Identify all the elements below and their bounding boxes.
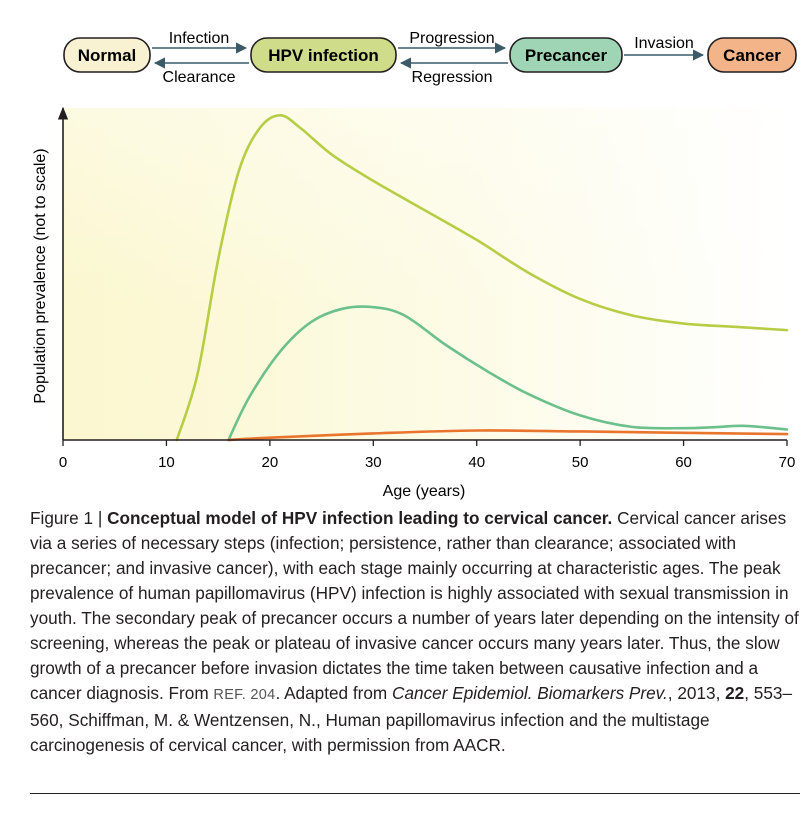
node-cancer: Cancer	[707, 37, 797, 73]
series-precancer-line	[227, 305, 789, 442]
x-tick-label: 40	[468, 454, 485, 471]
plot-background-fade	[63, 108, 787, 440]
invasion-label: Invasion	[634, 35, 694, 52]
chart: 0 10 20 30 40 50 60 70 Age (years) Population p…	[32, 106, 796, 500]
x-tick-label: 0	[59, 454, 67, 471]
node-precancer-label: Precancer	[525, 46, 608, 65]
x-axis-label: Age (years)	[383, 483, 466, 500]
x-tick-label: 70	[779, 454, 796, 471]
flow-diagram: Normal HPV infection Precancer Cancer In…	[63, 30, 797, 86]
x-tick-label: 20	[262, 454, 279, 471]
x-tick-label: 30	[365, 454, 382, 471]
series-cancer-line	[227, 429, 789, 442]
figure-title: Conceptual model of HPV infection leadin…	[107, 508, 613, 528]
figure-caption: Figure 1 | Conceptual model of HPV infec…	[30, 506, 800, 758]
reference-link[interactable]: REF. 204	[213, 687, 276, 703]
series-layer	[175, 113, 789, 442]
node-precancer: Precancer	[509, 37, 623, 73]
x-tick-label: 50	[572, 454, 589, 471]
node-normal-label: Normal	[78, 46, 137, 65]
caption-rest: , 553–560, Schiffman, M. & Wentzensen, N…	[30, 683, 793, 755]
progression-label: Progression	[409, 30, 494, 47]
node-normal: Normal	[63, 37, 151, 73]
bottom-rule	[30, 793, 800, 794]
x-tick-label: 10	[158, 454, 175, 471]
y-axis-label: Population prevalence (not to scale)	[32, 148, 49, 403]
infection-label: Infection	[169, 30, 229, 47]
x-ticks: 0 10 20 30 40 50 60 70	[59, 440, 796, 471]
caption-body: Cervical cancer arises via a series of n…	[30, 508, 799, 703]
node-hpv-infection-label: HPV infection	[268, 46, 379, 65]
node-cancer-label: Cancer	[723, 46, 781, 65]
series-hpv-infection-line	[175, 113, 789, 442]
node-hpv-infection: HPV infection	[250, 37, 397, 73]
figure-number: Figure 1 |	[30, 508, 103, 528]
caption-year: , 2013,	[667, 683, 721, 703]
regression-label: Regression	[412, 69, 493, 86]
clearance-label: Clearance	[163, 69, 236, 86]
caption-volume: 22	[725, 683, 745, 703]
caption-journal: Cancer Epidemiol. Biomarkers Prev.	[392, 683, 668, 703]
caption-adapted: . Adapted from	[275, 683, 388, 703]
x-tick-label: 60	[675, 454, 692, 471]
figure-1: Normal HPV infection Precancer Cancer In…	[32, 30, 797, 500]
